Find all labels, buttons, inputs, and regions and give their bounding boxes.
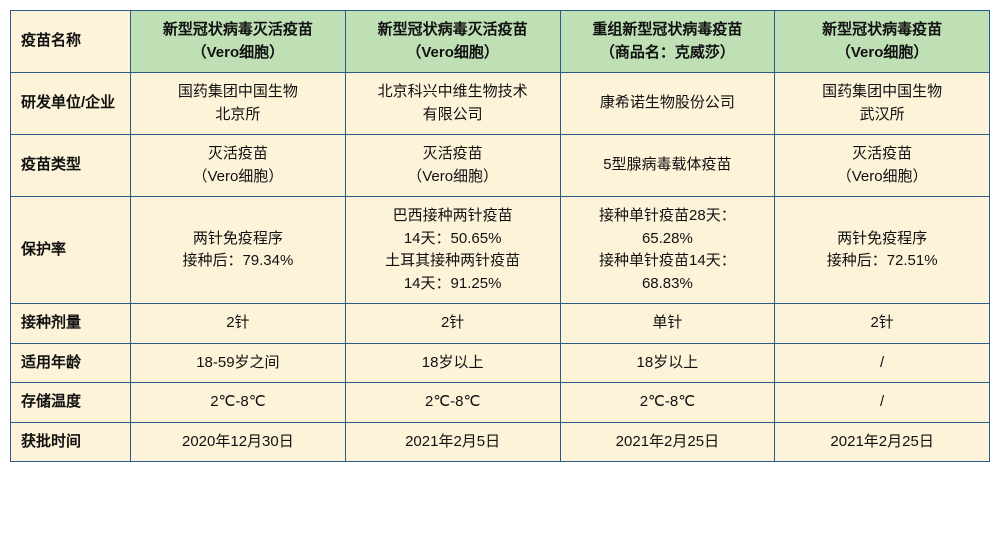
cell-storage-1: 2℃-8℃ xyxy=(345,383,560,423)
cell-type-2: 5型腺病毒载体疫苗 xyxy=(560,135,775,197)
cell-efficacy-1: 巴西接种两针疫苗 14天：50.65% 土耳其接种两针疫苗 14天：91.25% xyxy=(345,197,560,304)
cell-approval-1: 2021年2月5日 xyxy=(345,422,560,462)
table-row: 适用年龄 18-59岁之间 18岁以上 18岁以上 / xyxy=(11,343,990,383)
row-label-name: 疫苗名称 xyxy=(11,11,131,73)
cell-approval-0: 2020年12月30日 xyxy=(131,422,346,462)
cell-type-1: 灭活疫苗 （Vero细胞） xyxy=(345,135,560,197)
col-header-0: 新型冠状病毒灭活疫苗 （Vero细胞） xyxy=(131,11,346,73)
cell-developer-3: 国药集团中国生物 武汉所 xyxy=(775,73,990,135)
col-header-2: 重组新型冠状病毒疫苗 （商品名：克威莎） xyxy=(560,11,775,73)
table-row: 保护率 两针免疫程序 接种后：79.34% 巴西接种两针疫苗 14天：50.65… xyxy=(11,197,990,304)
cell-efficacy-0: 两针免疫程序 接种后：79.34% xyxy=(131,197,346,304)
row-label-approval: 获批时间 xyxy=(11,422,131,462)
cell-doses-0: 2针 xyxy=(131,304,346,344)
cell-age-0: 18-59岁之间 xyxy=(131,343,346,383)
row-label-storage: 存储温度 xyxy=(11,383,131,423)
cell-doses-1: 2针 xyxy=(345,304,560,344)
cell-doses-3: 2针 xyxy=(775,304,990,344)
row-label-type: 疫苗类型 xyxy=(11,135,131,197)
cell-developer-1: 北京科兴中维生物技术 有限公司 xyxy=(345,73,560,135)
cell-developer-0: 国药集团中国生物 北京所 xyxy=(131,73,346,135)
cell-age-2: 18岁以上 xyxy=(560,343,775,383)
row-label-developer: 研发单位/企业 xyxy=(11,73,131,135)
row-label-efficacy: 保护率 xyxy=(11,197,131,304)
vaccine-comparison-table: 疫苗名称 新型冠状病毒灭活疫苗 （Vero细胞） 新型冠状病毒灭活疫苗 （Ver… xyxy=(10,10,990,462)
col-header-3: 新型冠状病毒疫苗 （Vero细胞） xyxy=(775,11,990,73)
cell-doses-2: 单针 xyxy=(560,304,775,344)
table-row: 疫苗类型 灭活疫苗 （Vero细胞） 灭活疫苗 （Vero细胞） 5型腺病毒载体… xyxy=(11,135,990,197)
cell-type-0: 灭活疫苗 （Vero细胞） xyxy=(131,135,346,197)
table-header-row: 疫苗名称 新型冠状病毒灭活疫苗 （Vero细胞） 新型冠状病毒灭活疫苗 （Ver… xyxy=(11,11,990,73)
cell-age-3: / xyxy=(775,343,990,383)
table-row: 研发单位/企业 国药集团中国生物 北京所 北京科兴中维生物技术 有限公司 康希诺… xyxy=(11,73,990,135)
col-header-1: 新型冠状病毒灭活疫苗 （Vero细胞） xyxy=(345,11,560,73)
table-row: 接种剂量 2针 2针 单针 2针 xyxy=(11,304,990,344)
cell-type-3: 灭活疫苗 （Vero细胞） xyxy=(775,135,990,197)
row-label-doses: 接种剂量 xyxy=(11,304,131,344)
cell-approval-2: 2021年2月25日 xyxy=(560,422,775,462)
cell-storage-2: 2℃-8℃ xyxy=(560,383,775,423)
cell-efficacy-2: 接种单针疫苗28天： 65.28% 接种单针疫苗14天： 68.83% xyxy=(560,197,775,304)
table-row: 存储温度 2℃-8℃ 2℃-8℃ 2℃-8℃ / xyxy=(11,383,990,423)
cell-age-1: 18岁以上 xyxy=(345,343,560,383)
cell-storage-3: / xyxy=(775,383,990,423)
row-label-age: 适用年龄 xyxy=(11,343,131,383)
table-row: 获批时间 2020年12月30日 2021年2月5日 2021年2月25日 20… xyxy=(11,422,990,462)
cell-efficacy-3: 两针免疫程序 接种后：72.51% xyxy=(775,197,990,304)
cell-storage-0: 2℃-8℃ xyxy=(131,383,346,423)
cell-developer-2: 康希诺生物股份公司 xyxy=(560,73,775,135)
cell-approval-3: 2021年2月25日 xyxy=(775,422,990,462)
